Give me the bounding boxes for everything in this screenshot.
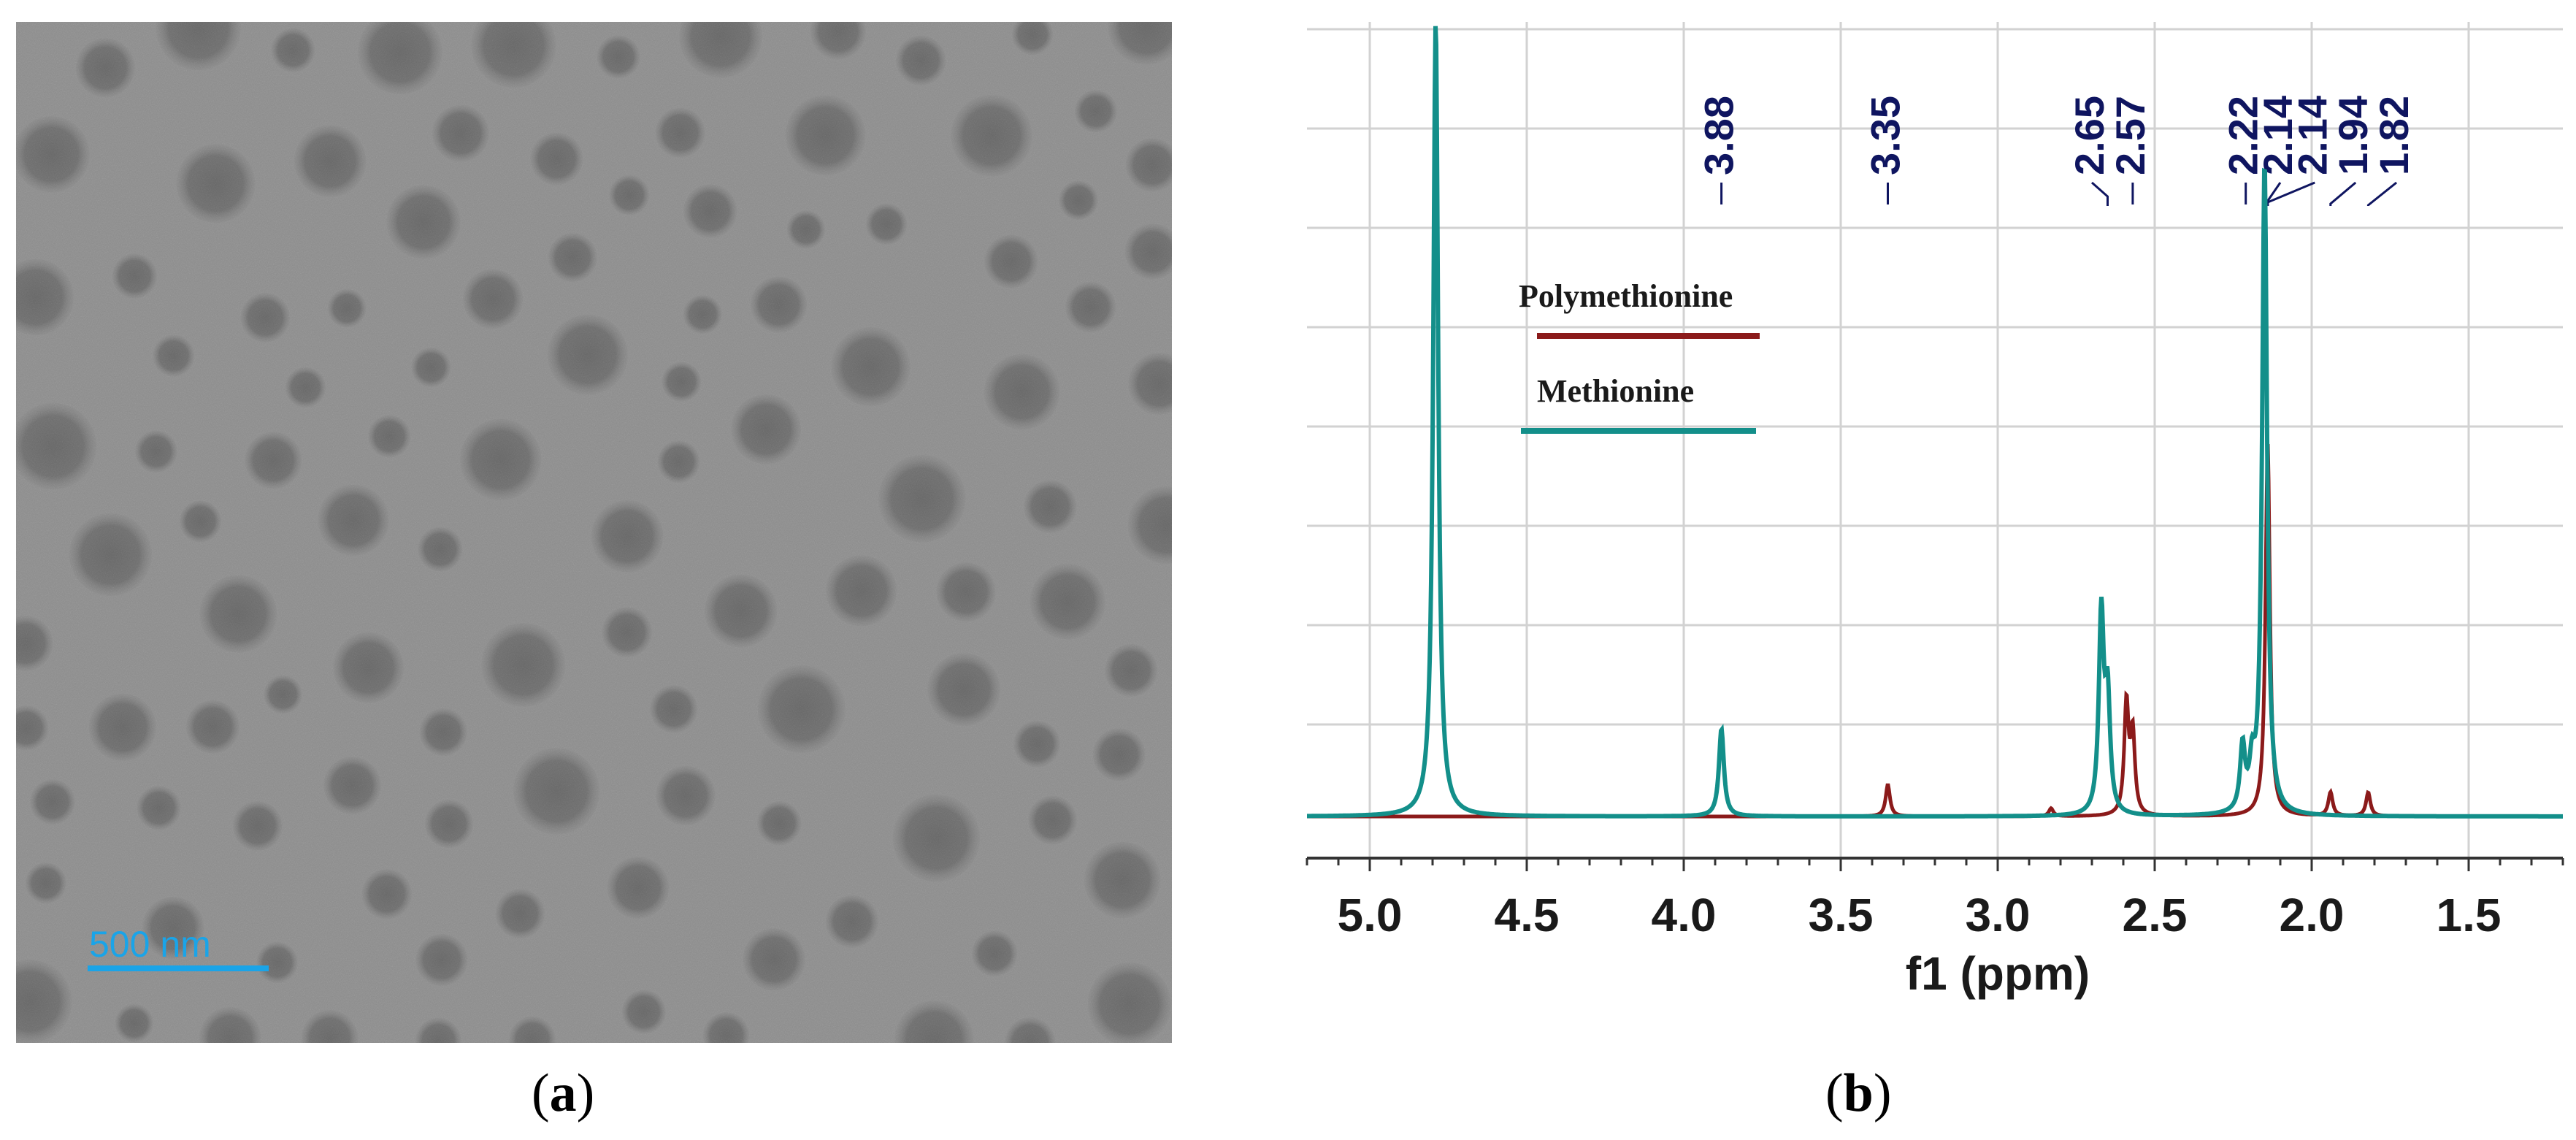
peak-label: 2.65 bbox=[2066, 96, 2112, 175]
peak-label: 3.88 bbox=[1696, 96, 1742, 175]
x-axis-label: f1 (ppm) bbox=[1906, 947, 2090, 1000]
x-tick-label: 1.5 bbox=[2437, 889, 2502, 941]
x-tick-label: 4.0 bbox=[1652, 889, 1717, 941]
tem-micrograph: 500 nm bbox=[0, 0, 1205, 1080]
x-tick-label: 2.0 bbox=[2280, 889, 2345, 941]
x-axis: 5.0 4.5 4.0 3.5 3.0 2.5 2.0 1.5 f1 (ppm) bbox=[1306, 857, 2564, 1000]
x-tick-label: 2.5 bbox=[2123, 889, 2188, 941]
scale-bar: 500 nm bbox=[88, 924, 269, 971]
scale-bar-label: 500 nm bbox=[89, 924, 211, 965]
chart-legend: Polymethionine Methionine bbox=[1519, 278, 1760, 434]
x-tick-label: 5.0 bbox=[1338, 889, 1403, 941]
peak-label: 2.22 bbox=[2220, 96, 2266, 175]
peak-label: 1.94 bbox=[2330, 96, 2376, 175]
x-tick-label: 3.0 bbox=[1966, 889, 2031, 941]
peak-label: 2.14 bbox=[2289, 96, 2335, 175]
panel-label-b: (b) bbox=[1825, 1063, 1892, 1123]
tem-noise-overlay bbox=[16, 22, 1172, 1043]
peak-label: 2.14 bbox=[2255, 96, 2301, 175]
legend-label: Polymethionine bbox=[1519, 278, 1733, 314]
spectrum-series-group bbox=[1307, 26, 2563, 819]
peak-label: 2.57 bbox=[2107, 96, 2153, 175]
nmr-spectrum-chart: Polymethionine Methionine 3.88 3.35 2.65 2.5… bbox=[1292, 0, 2576, 1052]
spectrum-line-polymethionine bbox=[1307, 443, 2563, 819]
x-tick-label: 3.5 bbox=[1809, 889, 1874, 941]
peak-label-connector bbox=[2329, 181, 2357, 206]
spectrum-line-methionine bbox=[1307, 26, 2563, 819]
panel-label-a: (a) bbox=[532, 1063, 595, 1123]
x-tick-label: 4.5 bbox=[1495, 889, 1560, 941]
plot-grid bbox=[1307, 22, 2563, 858]
peak-label-connector bbox=[2266, 181, 2315, 206]
peak-label-connector bbox=[2091, 181, 2109, 206]
peak-label-connector bbox=[2366, 181, 2398, 207]
legend-label: Methionine bbox=[1537, 373, 1694, 409]
peak-label: 3.35 bbox=[1863, 96, 1909, 175]
peak-label-group: 3.88 3.35 2.652.57 2.222.142.141.941.82 bbox=[1696, 96, 2417, 207]
tem-image: 500 nm bbox=[0, 0, 1205, 1080]
scale-bar-line bbox=[88, 965, 269, 971]
peak-label: 1.82 bbox=[2371, 96, 2417, 175]
